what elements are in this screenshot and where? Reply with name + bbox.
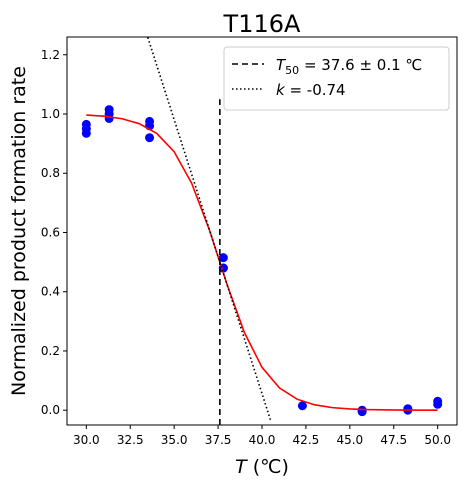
y-axis-label: Normalized product formation rate bbox=[8, 66, 30, 396]
legend-label: k = -0.74 bbox=[276, 81, 346, 99]
x-label-unit: (℃) bbox=[247, 456, 289, 478]
y-tick-label: 0.8 bbox=[41, 166, 60, 180]
y-tick-label: 1.0 bbox=[41, 107, 60, 121]
x-tick-label: 37.5 bbox=[205, 433, 232, 447]
x-axis-label: T (℃) bbox=[235, 456, 289, 478]
legend-label-part: = -0.74 bbox=[285, 81, 346, 99]
x-tick-label: 50.0 bbox=[424, 433, 451, 447]
x-tick-label: 47.5 bbox=[380, 433, 407, 447]
data-point bbox=[218, 253, 228, 263]
y-tick-label: 0.2 bbox=[41, 344, 60, 358]
legend-label-part: k bbox=[276, 81, 286, 99]
legend-label-part: T bbox=[276, 56, 287, 74]
legend-label-part: = 37.6 ± 0.1 ℃ bbox=[299, 56, 422, 74]
y-tick-label: 0.4 bbox=[41, 285, 60, 299]
line-series bbox=[147, 37, 272, 422]
x-tick-label: 42.5 bbox=[293, 433, 320, 447]
x-tick-label: 30.0 bbox=[73, 433, 100, 447]
data-point bbox=[403, 404, 413, 414]
x-tick-label: 32.5 bbox=[117, 433, 144, 447]
legend-box bbox=[223, 46, 450, 111]
y-tick-label: 1.2 bbox=[41, 48, 60, 62]
plot-area bbox=[81, 37, 443, 425]
data-point bbox=[297, 401, 307, 411]
y-tick-label: 0.0 bbox=[41, 403, 60, 417]
data-point bbox=[81, 119, 91, 129]
data-point bbox=[433, 396, 443, 406]
x-label-symbol: T bbox=[235, 456, 248, 478]
legend-label: T50 = 37.6 ± 0.1 ℃ bbox=[276, 56, 422, 77]
x-tick-label: 35.0 bbox=[161, 433, 188, 447]
y-tick-label: 0.6 bbox=[41, 225, 60, 239]
legend-label-part: 50 bbox=[285, 64, 299, 77]
line-series bbox=[86, 114, 438, 411]
data-point bbox=[145, 133, 155, 143]
x-tick-label: 40.0 bbox=[249, 433, 276, 447]
data-point bbox=[104, 105, 114, 115]
data-point bbox=[145, 116, 155, 126]
x-tick-label: 45.0 bbox=[336, 433, 363, 447]
chart-title: T116A bbox=[223, 10, 301, 38]
series-group bbox=[81, 37, 443, 425]
